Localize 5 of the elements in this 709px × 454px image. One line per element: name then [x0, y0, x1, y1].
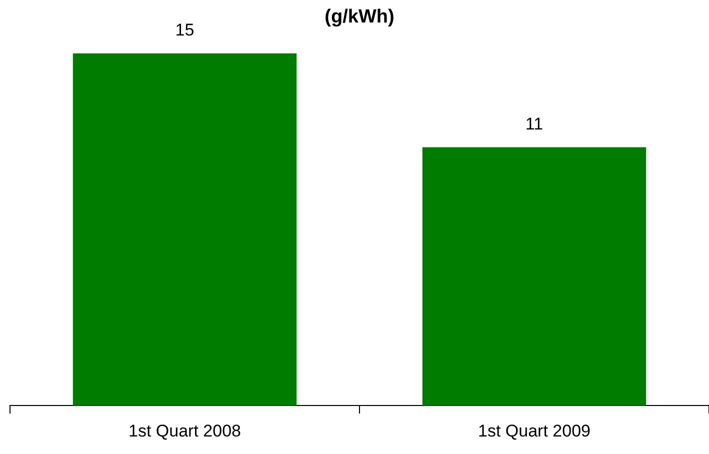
data-label: 15 — [175, 20, 194, 40]
x-tick-label: 1st Quart 2008 — [128, 421, 241, 440]
x-tick-label: 1st Quart 2009 — [478, 421, 590, 440]
chart-title: (g/kWh) — [324, 6, 394, 28]
data-label: 11 — [525, 114, 544, 134]
